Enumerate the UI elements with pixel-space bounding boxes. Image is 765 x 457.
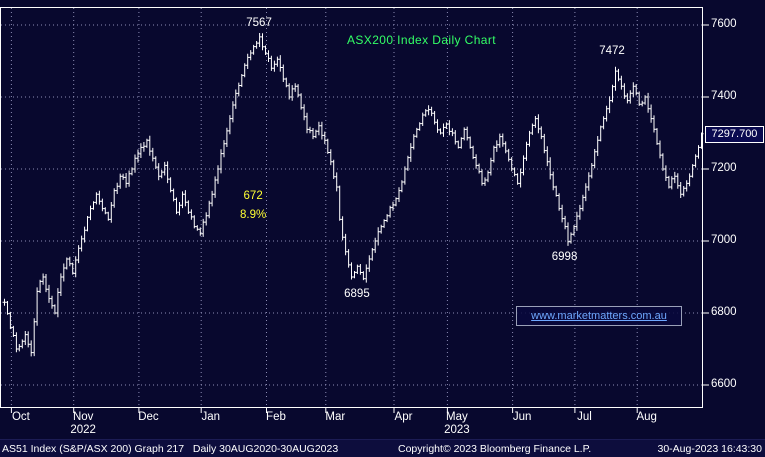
annotation-6998: 6998 bbox=[551, 250, 578, 263]
y-axis-label-7200: 7200 bbox=[711, 162, 737, 174]
y-axis-label-7000: 7000 bbox=[711, 234, 737, 246]
x-axis-month-mar: Mar bbox=[325, 411, 346, 423]
last-price-box: 7297.700 bbox=[705, 125, 764, 143]
x-axis-month-jun: Jun bbox=[512, 411, 532, 423]
status-bar: AS51 Index (S&P/ASX 200) Graph 217 Daily… bbox=[0, 439, 765, 457]
annotation-672: 672 bbox=[243, 189, 263, 202]
x-axis-month-aug: Aug bbox=[636, 411, 657, 423]
y-axis-label-6800: 6800 bbox=[711, 306, 737, 318]
status-timestamp: 30-Aug-2023 16:43:30 bbox=[657, 443, 762, 455]
x-axis-month-apr: Apr bbox=[394, 411, 413, 423]
x-axis-year-2023: 2023 bbox=[444, 424, 470, 436]
annotation-7567: 7567 bbox=[246, 16, 272, 29]
axis-tick-marks bbox=[10, 24, 709, 413]
x-axis-month-may: May bbox=[446, 411, 468, 423]
x-axis-month-nov: Nov bbox=[72, 411, 94, 423]
annotation-89: 8.9% bbox=[240, 208, 267, 221]
grid-lines bbox=[1, 8, 702, 407]
x-axis-month-dec: Dec bbox=[138, 411, 159, 423]
status-copyright: Copyright© 2023 Bloomberg Finance L.P. bbox=[398, 443, 592, 455]
x-axis-month-oct: Oct bbox=[11, 411, 30, 423]
annotation-7472: 7472 bbox=[599, 44, 625, 57]
y-axis-label-7600: 7600 bbox=[711, 18, 737, 30]
plot-border bbox=[0, 7, 703, 408]
status-left-label: AS51 Index (S&P/ASX 200) Graph 217 Daily… bbox=[2, 443, 339, 455]
x-axis-month-jan: Jan bbox=[201, 411, 220, 423]
x-axis-year-2022: 2022 bbox=[70, 424, 96, 436]
watermark-link[interactable]: www.marketmatters.com.au bbox=[516, 306, 682, 326]
x-axis-month-feb: Feb bbox=[266, 411, 286, 423]
ohlc-open-close-ticks bbox=[2, 36, 704, 354]
y-axis-label-6600: 6600 bbox=[711, 378, 737, 390]
y-axis-label-7400: 7400 bbox=[711, 90, 737, 102]
annotation-6895: 6895 bbox=[344, 287, 370, 300]
x-axis-month-jul: Jul bbox=[577, 411, 592, 423]
chart-title: ASX200 Index Daily Chart bbox=[347, 33, 497, 47]
